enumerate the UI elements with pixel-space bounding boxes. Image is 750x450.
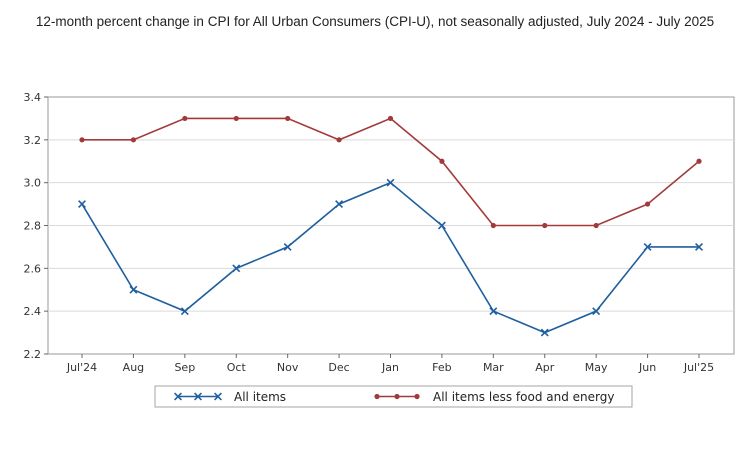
data-point xyxy=(283,242,292,251)
data-point xyxy=(232,264,241,273)
data-point xyxy=(414,393,420,400)
data-point xyxy=(439,158,445,164)
data-point xyxy=(130,137,137,143)
x-tick-label: Jul'25 xyxy=(683,361,714,374)
data-point xyxy=(129,285,138,294)
data-point xyxy=(643,242,652,251)
y-tick-label: 3.2 xyxy=(24,134,42,147)
data-point xyxy=(374,393,380,400)
y-axis: 2.2 2.4 2.6 2.8 3.0 3.2 3.4 xyxy=(24,91,48,361)
data-point xyxy=(437,221,446,230)
y-tick-label: 2.2 xyxy=(24,348,42,361)
x-tick-label: Jun xyxy=(638,361,656,374)
data-point xyxy=(394,393,400,400)
data-point xyxy=(180,307,189,316)
legend-item: All items xyxy=(174,390,286,404)
x-axis: Jul'24 Aug Sep Oct Nov Dec Jan Feb Mar Apr May Jun J… xyxy=(66,354,714,374)
data-point xyxy=(696,158,702,164)
data-point xyxy=(387,115,394,122)
data-point xyxy=(386,178,395,187)
x-tick-label: Sep xyxy=(174,361,195,374)
data-point xyxy=(182,115,188,122)
legend: All items All items less food and energy xyxy=(154,385,633,408)
x-tick-label: Oct xyxy=(227,361,247,374)
series-core xyxy=(79,115,702,229)
legend-item: All items less food and energy xyxy=(374,390,614,404)
x-tick-label: May xyxy=(585,361,608,374)
data-point xyxy=(695,242,703,251)
data-point xyxy=(335,200,344,209)
data-point xyxy=(79,137,85,143)
chart-title: 12-month percent change in CPI for All U… xyxy=(35,14,715,29)
data-point xyxy=(542,222,548,229)
data-point xyxy=(194,392,202,401)
data-point xyxy=(593,222,599,229)
data-point xyxy=(592,307,601,316)
data-point xyxy=(78,200,86,209)
legend-label: All items xyxy=(234,390,286,404)
y-tick-label: 3.0 xyxy=(24,177,42,190)
data-point xyxy=(233,115,239,122)
data-point xyxy=(540,328,549,337)
data-point xyxy=(285,115,291,122)
x-tick-label: Nov xyxy=(277,361,299,374)
x-tick-label: Aug xyxy=(123,361,144,374)
legend-label: All items less food and energy xyxy=(433,390,614,404)
x-tick-label: Apr xyxy=(535,361,555,374)
x-tick-label: Dec xyxy=(328,361,349,374)
data-point xyxy=(644,201,651,207)
data-point xyxy=(214,392,222,401)
data-point xyxy=(489,307,498,316)
data-point xyxy=(174,392,182,401)
data-point xyxy=(490,222,496,229)
y-tick-label: 2.8 xyxy=(24,220,42,233)
gridlines xyxy=(48,139,734,312)
y-tick-label: 3.4 xyxy=(24,91,42,104)
x-tick-label: Jul'24 xyxy=(66,361,97,374)
series-all-items xyxy=(78,178,703,337)
x-tick-label: Jan xyxy=(381,361,399,374)
x-tick-label: Feb xyxy=(432,361,451,374)
series-lines xyxy=(78,115,703,337)
x-tick-label: Mar xyxy=(483,361,504,374)
data-point xyxy=(336,137,342,143)
y-tick-label: 2.4 xyxy=(24,305,42,318)
y-tick-label: 2.6 xyxy=(24,262,42,275)
